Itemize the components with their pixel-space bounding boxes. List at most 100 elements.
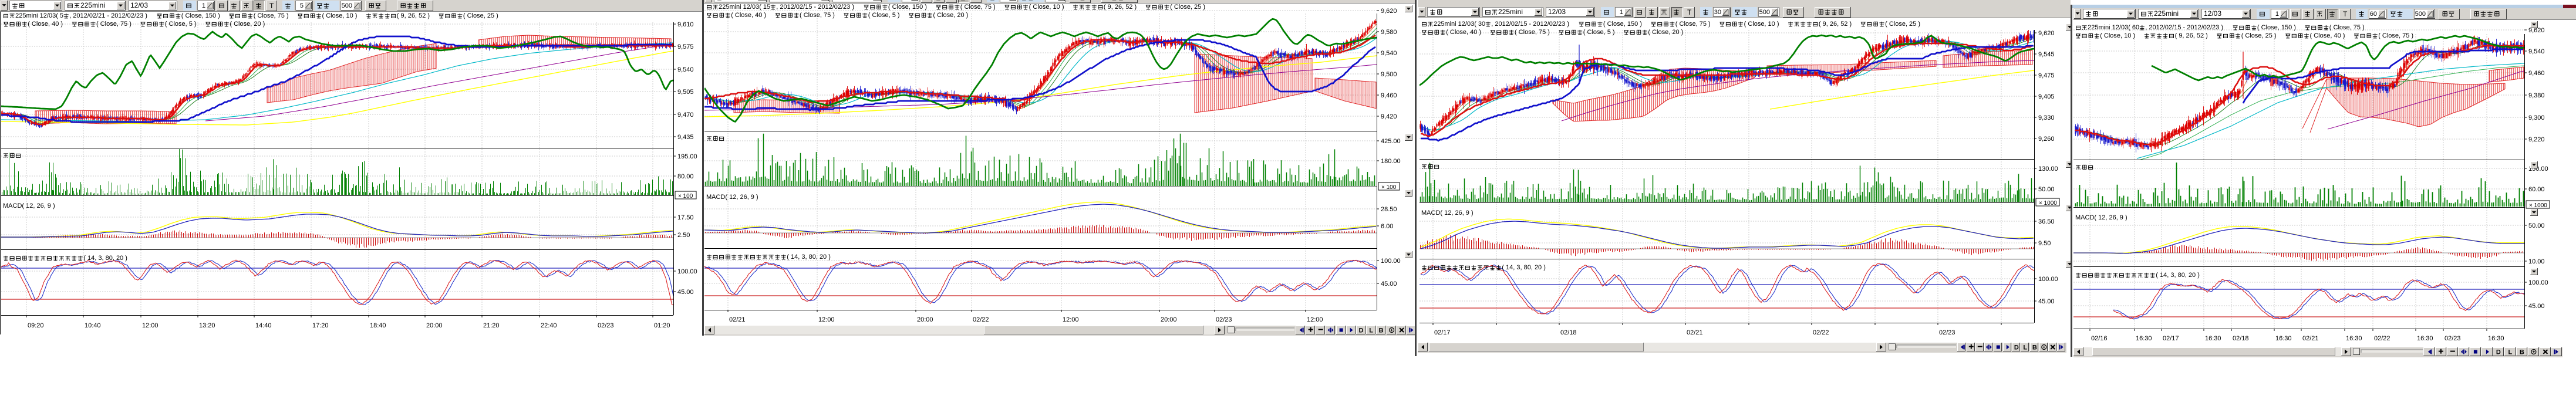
svg-text:9,420: 9,420 — [1381, 113, 1397, 120]
svg-text:9,405: 9,405 — [2038, 93, 2055, 100]
svg-text:6.00: 6.00 — [1381, 223, 1393, 230]
svg-text:T: T — [974, 0, 979, 2]
svg-text:( Close, 75 ): ( Close, 75 ) — [800, 12, 835, 19]
svg-text:( Close, 75 ): ( Close, 75 ) — [1675, 21, 1711, 28]
svg-text:( Close, 75 ): ( Close, 75 ) — [960, 4, 996, 11]
svg-text:12:00: 12:00 — [1063, 316, 1079, 323]
svg-text:( Close, 75 ): ( Close, 75 ) — [2329, 24, 2365, 31]
svg-text:50.00: 50.00 — [2038, 186, 2055, 193]
svg-text:100.00: 100.00 — [677, 268, 697, 275]
svg-text:, 2012/02/15 - 2012/02/23 ): , 2012/02/15 - 2012/02/23 ) — [776, 4, 854, 11]
svg-text:12/03: 12/03 — [1548, 8, 1566, 16]
svg-text:2.50: 2.50 — [677, 232, 690, 239]
svg-text:( Close, 75 ): ( Close, 75 ) — [2378, 32, 2413, 39]
svg-text:225mini 12/03( 60: 225mini 12/03( 60 — [2088, 24, 2139, 31]
svg-text:500: 500 — [1046, 0, 1057, 1]
svg-text:21:20: 21:20 — [483, 322, 500, 329]
svg-text:02/22: 02/22 — [1813, 329, 1829, 336]
svg-text:( Close, 75 ): ( Close, 75 ) — [254, 12, 289, 19]
svg-text:( Close, 25 ): ( Close, 25 ) — [463, 12, 498, 19]
svg-text:( Close, 10 ): ( Close, 10 ) — [1744, 21, 1779, 28]
svg-text:( Close, 20 ): ( Close, 20 ) — [1648, 29, 1683, 36]
svg-text:9,460: 9,460 — [1381, 92, 1397, 99]
svg-text:225mini: 225mini — [80, 1, 105, 9]
svg-text:45.00: 45.00 — [2038, 298, 2055, 305]
svg-text:1: 1 — [202, 2, 205, 9]
svg-text:MACD( 12, 26, 9 ): MACD( 12, 26, 9 ) — [2075, 214, 2127, 221]
svg-text:10:40: 10:40 — [85, 322, 101, 329]
svg-text:45.00: 45.00 — [677, 289, 694, 296]
svg-text:02/21: 02/21 — [729, 316, 746, 323]
svg-text:60: 60 — [2370, 11, 2377, 18]
svg-text:( Close, 40 ): ( Close, 40 ) — [731, 12, 766, 19]
svg-text:L: L — [1369, 327, 1373, 334]
svg-text:13:20: 13:20 — [199, 322, 215, 329]
svg-text:16:30: 16:30 — [2275, 335, 2292, 342]
svg-text:× 100: × 100 — [678, 193, 693, 200]
svg-text:, 2012/02/21 - 2012/02/23 ): , 2012/02/21 - 2012/02/23 ) — [69, 12, 147, 19]
svg-text:( 14, 3, 80, 20 ): ( 14, 3, 80, 20 ) — [787, 253, 831, 261]
svg-text:14:40: 14:40 — [255, 322, 272, 329]
svg-text:100.00: 100.00 — [2038, 276, 2058, 283]
svg-text:225mini 12/03( 5: 225mini 12/03( 5 — [15, 12, 63, 19]
svg-text:B: B — [2032, 344, 2037, 351]
svg-text:500: 500 — [1759, 9, 1770, 16]
svg-text:( Close, 150 ): ( Close, 150 ) — [888, 4, 927, 11]
svg-text:9,380: 9,380 — [2528, 92, 2545, 99]
svg-text:12/03: 12/03 — [130, 1, 148, 9]
svg-text:500: 500 — [342, 2, 352, 9]
svg-text:9,540: 9,540 — [1381, 50, 1397, 57]
svg-text:100.00: 100.00 — [1381, 258, 1401, 265]
svg-text:MACD( 12, 26, 9 ): MACD( 12, 26, 9 ) — [706, 194, 758, 201]
svg-text:B: B — [2520, 349, 2524, 356]
svg-text:9,220: 9,220 — [2528, 136, 2545, 143]
svg-text:10.00: 10.00 — [2528, 258, 2545, 265]
svg-text:T: T — [1687, 8, 1692, 16]
svg-text:× 100: × 100 — [1381, 184, 1397, 191]
svg-text:02/16: 02/16 — [2091, 335, 2108, 342]
svg-text:17:20: 17:20 — [312, 322, 329, 329]
svg-text:12:00: 12:00 — [818, 316, 835, 323]
svg-text:9,330: 9,330 — [2038, 114, 2055, 121]
svg-text:195.00: 195.00 — [677, 153, 697, 160]
svg-text:( 9, 26, 52 ): ( 9, 26, 52 ) — [1819, 21, 1852, 28]
svg-text:( 14, 3, 80, 20 ): ( 14, 3, 80, 20 ) — [2156, 272, 2200, 279]
svg-text:130.00: 130.00 — [2038, 165, 2058, 173]
svg-text:9.50: 9.50 — [2038, 240, 2051, 247]
svg-text:9,620: 9,620 — [2038, 30, 2055, 37]
svg-text:225mini 12/03( 15: 225mini 12/03( 15 — [719, 4, 770, 11]
svg-text:500: 500 — [2415, 11, 2426, 18]
svg-text:12:00: 12:00 — [1307, 316, 1323, 323]
svg-text:L: L — [2508, 349, 2513, 356]
svg-text:30: 30 — [1714, 9, 1721, 16]
svg-text:45.00: 45.00 — [1381, 280, 1397, 288]
svg-text:01:20: 01:20 — [654, 322, 670, 329]
svg-text:02/17: 02/17 — [2163, 335, 2179, 342]
svg-text:× 1000: × 1000 — [2039, 200, 2057, 207]
svg-text:02/23: 02/23 — [1216, 316, 1232, 323]
svg-text:1: 1 — [2275, 11, 2279, 18]
svg-text:225mini: 225mini — [2154, 9, 2179, 18]
svg-text:( Close, 40 ): ( Close, 40 ) — [28, 21, 63, 28]
svg-text:( 9, 26, 52 ): ( 9, 26, 52 ) — [2175, 32, 2208, 39]
svg-text:( 14, 3, 80, 20 ): ( 14, 3, 80, 20 ) — [83, 255, 127, 262]
svg-text:02/21: 02/21 — [2302, 335, 2319, 342]
svg-text:9,460: 9,460 — [2528, 70, 2545, 77]
svg-text:12/03: 12/03 — [835, 0, 852, 1]
svg-text:( Close, 20 ): ( Close, 20 ) — [230, 21, 265, 28]
svg-text:50.00: 50.00 — [2528, 222, 2545, 229]
svg-text:16:30: 16:30 — [2346, 335, 2362, 342]
svg-text:45.00: 45.00 — [2528, 303, 2545, 310]
svg-text:( Close, 5 ): ( Close, 5 ) — [868, 12, 900, 19]
svg-text:02/23: 02/23 — [598, 322, 614, 329]
svg-text:20:00: 20:00 — [426, 322, 443, 329]
svg-text:16:30: 16:30 — [2488, 335, 2504, 342]
svg-text:( Close, 25 ): ( Close, 25 ) — [1885, 21, 1920, 28]
svg-text:T: T — [2343, 10, 2348, 18]
svg-text:20:00: 20:00 — [1161, 316, 1177, 323]
svg-text:( Close, 10 ): ( Close, 10 ) — [1029, 4, 1064, 11]
svg-text:02/18: 02/18 — [1560, 329, 1577, 336]
svg-text:9,505: 9,505 — [677, 89, 694, 96]
svg-text:02/22: 02/22 — [973, 316, 989, 323]
svg-text:9,575: 9,575 — [677, 43, 694, 50]
